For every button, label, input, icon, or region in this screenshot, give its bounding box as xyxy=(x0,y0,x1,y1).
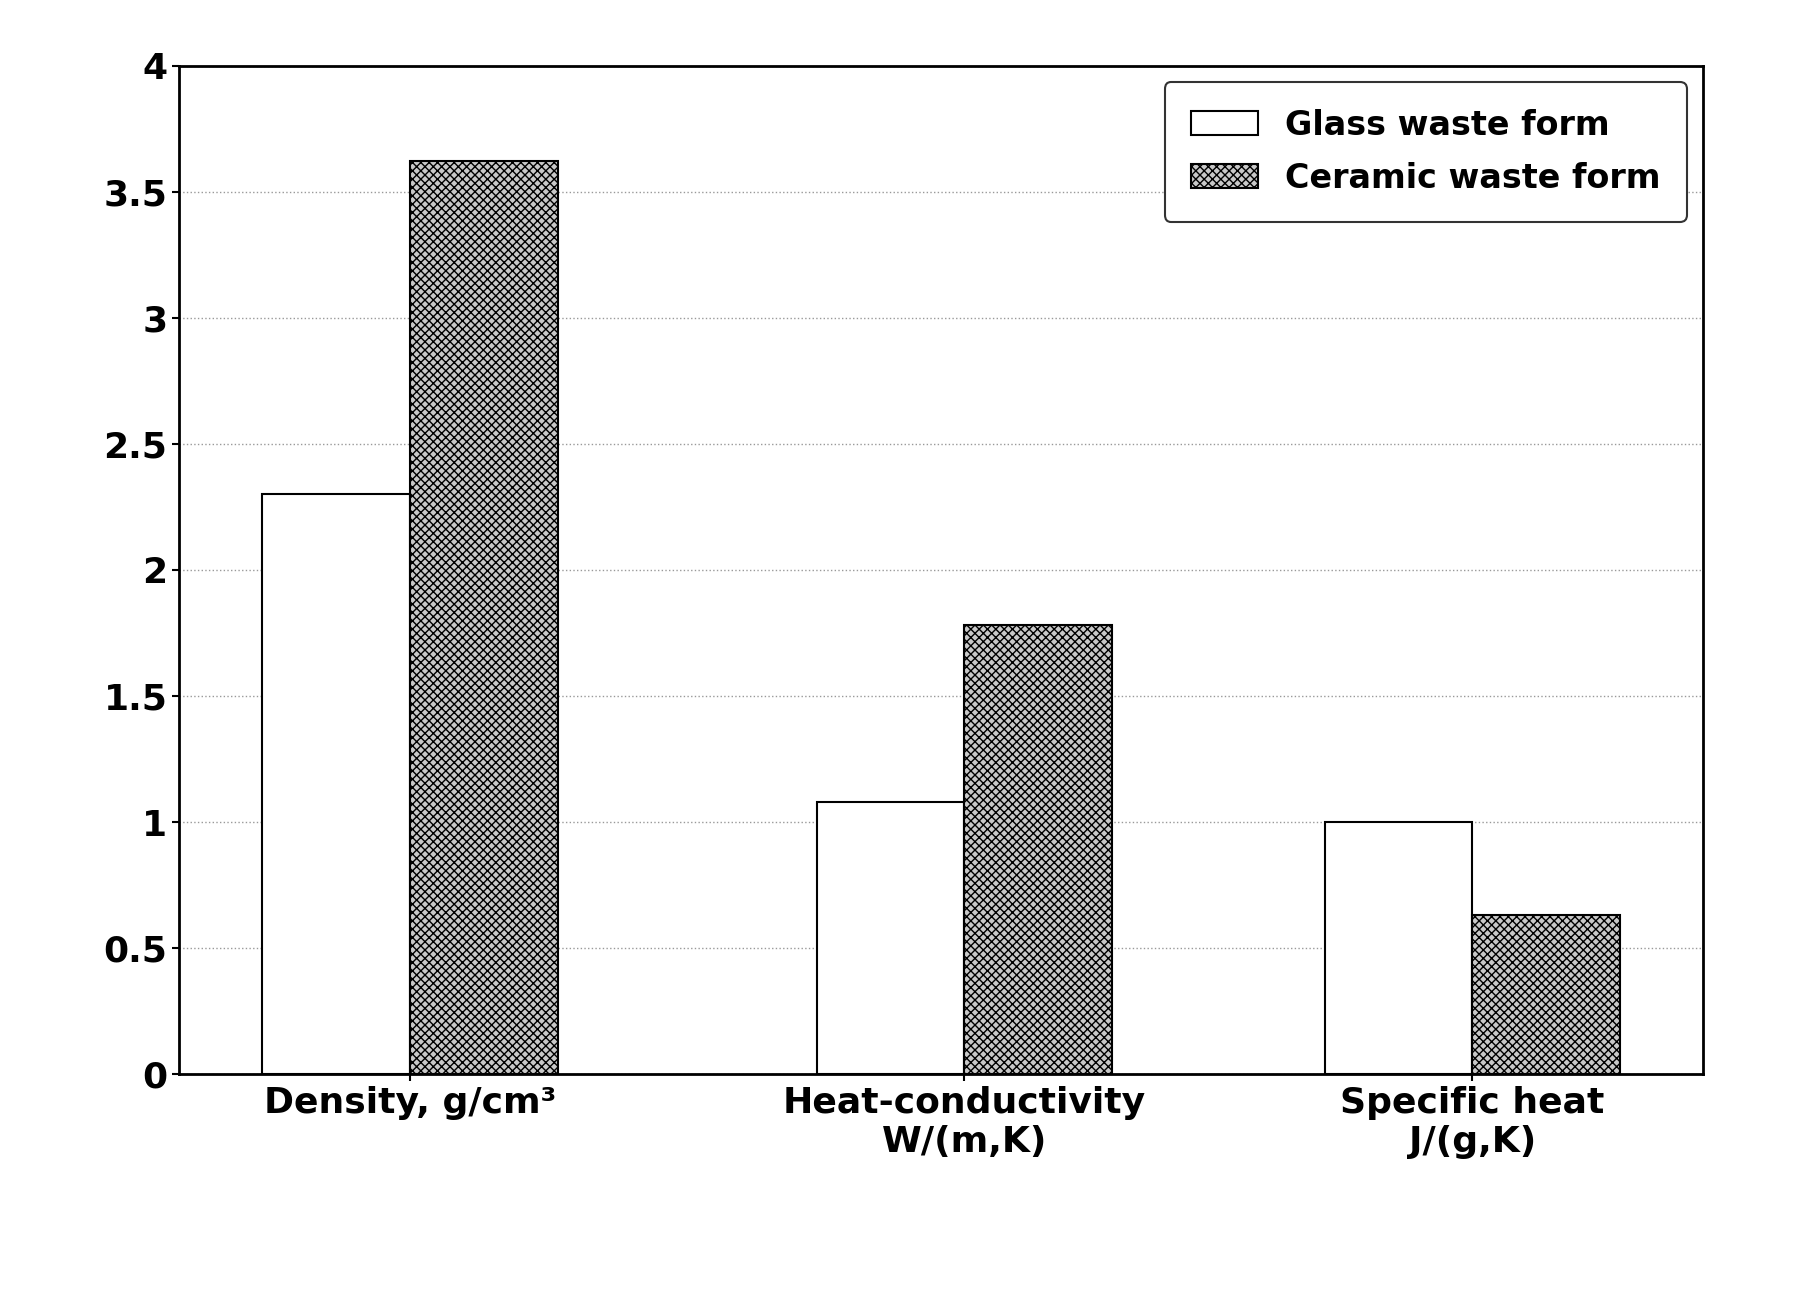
Bar xyxy=(411,161,558,1074)
Bar xyxy=(1325,823,1472,1074)
Legend: Glass waste form, Ceramic waste form: Glass waste form, Ceramic waste form xyxy=(1164,83,1687,221)
Bar xyxy=(816,802,965,1074)
Bar xyxy=(262,494,411,1074)
Bar xyxy=(1472,916,1621,1074)
Bar xyxy=(965,625,1112,1074)
